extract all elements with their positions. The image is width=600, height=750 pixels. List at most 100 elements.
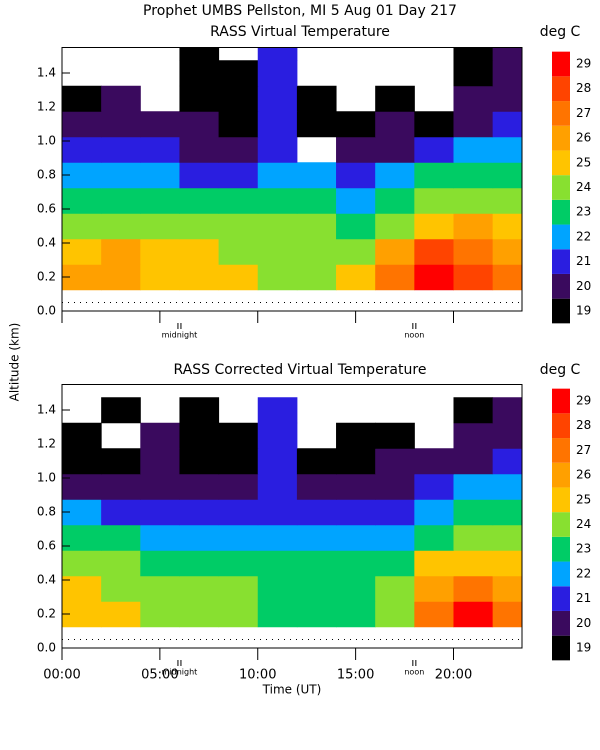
cell [62,213,102,240]
cell [218,575,259,602]
cell [492,213,522,240]
y-tick-label: 0.0 [37,304,56,318]
cell [179,397,220,424]
cell [140,499,180,526]
cell [414,111,454,138]
cell [336,601,376,628]
colorbar-tick-label: 28 [576,418,591,432]
cell [257,60,298,87]
cell [492,60,522,87]
colorbar-label: deg C [540,24,581,40]
y-tick-label: 1.0 [37,134,56,148]
cells [62,47,522,291]
cell [375,136,415,163]
panel-title: RASS Virtual Temperature [210,24,390,40]
cell [453,264,494,291]
y-tick-label: 1.2 [37,437,56,451]
cell [179,473,220,500]
cell [414,601,454,628]
colorbar-tick-label: 21 [576,591,591,605]
cell [179,111,220,138]
cell [414,524,454,551]
colorbar-box [552,635,570,661]
cell [179,524,220,551]
y-tick-label: 0.6 [37,202,56,216]
cell [296,499,337,526]
cell [179,136,220,163]
cell [257,136,298,163]
cell [492,397,522,424]
colorbar-box [552,487,570,513]
cell [453,601,494,628]
cell [296,601,337,628]
cell [492,264,522,291]
cell [218,238,259,265]
cell [296,550,337,577]
cell [453,111,494,138]
cell [140,601,180,628]
cell [414,213,454,240]
cell [296,448,337,475]
cell [101,162,141,189]
cell [296,111,337,138]
colorbar-box [552,536,570,562]
cell [336,111,376,138]
cell [336,524,376,551]
cell [375,85,415,112]
cell [453,238,494,265]
x-tick-label: 20:00 [435,668,472,683]
cell [296,473,337,500]
colorbar-box [552,586,570,611]
cell [101,264,141,291]
cell [336,213,376,240]
y-tick-label: 1.2 [37,100,56,114]
cell [492,601,522,628]
cell [453,422,494,449]
cell [101,524,141,551]
colorbar-box [552,438,570,463]
cell [336,448,376,475]
cell [179,264,220,291]
y-tick-label: 0.2 [37,607,56,621]
cell [257,524,298,551]
cell [257,601,298,628]
cell [257,473,298,500]
cell [336,187,376,214]
cell [375,422,415,449]
colorbar-tick-label: 25 [576,155,591,169]
cell [257,397,298,424]
cell [62,187,102,214]
y-tick-label: 1.4 [37,403,56,417]
cell [179,60,220,87]
colorbar-box [552,125,570,151]
cell [375,550,415,577]
cell [296,524,337,551]
cell [257,422,298,449]
cell [414,162,454,189]
cell [492,473,522,500]
cell [218,85,259,112]
cell [453,60,494,87]
cell [101,601,141,628]
cell [179,422,220,449]
colorbar-tick-label: 19 [576,641,591,655]
cell [492,422,522,449]
cell [414,238,454,265]
colorbar-tick-label: 27 [576,443,591,457]
cell [414,499,454,526]
cell [492,575,522,602]
cell [336,136,376,163]
y-tick-label: 0.4 [37,573,56,587]
cell [179,187,220,214]
cell [140,136,180,163]
cell [375,499,415,526]
colorbar-box [552,175,570,200]
colorbar-box [552,51,570,77]
cell [453,448,494,475]
cell [140,550,180,577]
annotation: midnight [162,668,198,677]
colorbar-tick-label: 20 [576,616,591,630]
cell [453,499,494,526]
cell [375,111,415,138]
cell [375,601,415,628]
